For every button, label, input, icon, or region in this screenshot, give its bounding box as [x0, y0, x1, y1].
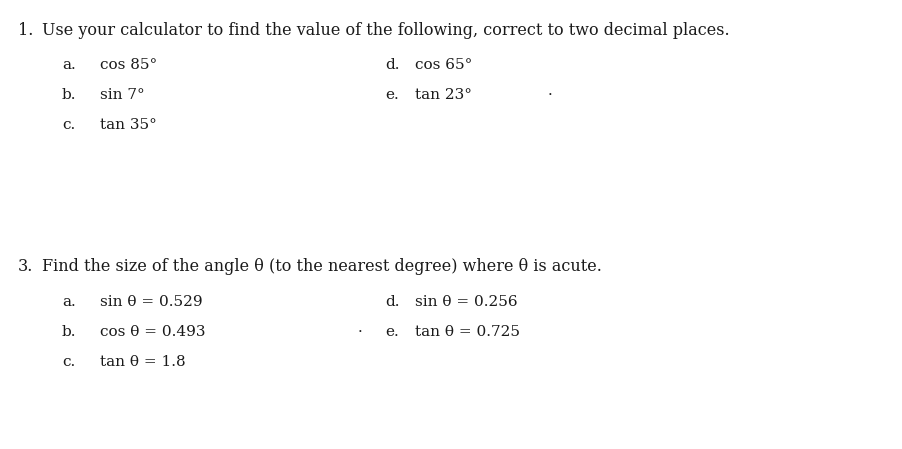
Text: Find the size of the angle θ (to the nearest degree) where θ is acute.: Find the size of the angle θ (to the nea… — [42, 258, 602, 275]
Text: Use your calculator to find the value of the following, correct to two decimal p: Use your calculator to find the value of… — [42, 22, 729, 39]
Text: ·: · — [548, 88, 552, 102]
Text: c.: c. — [62, 355, 75, 369]
Text: a.: a. — [62, 295, 76, 309]
Text: sin θ = 0.256: sin θ = 0.256 — [415, 295, 517, 309]
Text: d.: d. — [384, 295, 399, 309]
Text: sin 7°: sin 7° — [100, 88, 144, 102]
Text: b.: b. — [62, 88, 77, 102]
Text: e.: e. — [384, 325, 399, 339]
Text: cos 65°: cos 65° — [415, 58, 472, 72]
Text: tan 23°: tan 23° — [415, 88, 472, 102]
Text: d.: d. — [384, 58, 399, 72]
Text: e.: e. — [384, 88, 399, 102]
Text: a.: a. — [62, 58, 76, 72]
Text: ·: · — [357, 325, 363, 339]
Text: tan θ = 1.8: tan θ = 1.8 — [100, 355, 186, 369]
Text: tan 35°: tan 35° — [100, 118, 157, 132]
Text: tan θ = 0.725: tan θ = 0.725 — [415, 325, 520, 339]
Text: 1.: 1. — [18, 22, 33, 39]
Text: c.: c. — [62, 118, 75, 132]
Text: cos θ = 0.493: cos θ = 0.493 — [100, 325, 206, 339]
Text: b.: b. — [62, 325, 77, 339]
Text: cos 85°: cos 85° — [100, 58, 157, 72]
Text: 3.: 3. — [18, 258, 33, 275]
Text: sin θ = 0.529: sin θ = 0.529 — [100, 295, 202, 309]
